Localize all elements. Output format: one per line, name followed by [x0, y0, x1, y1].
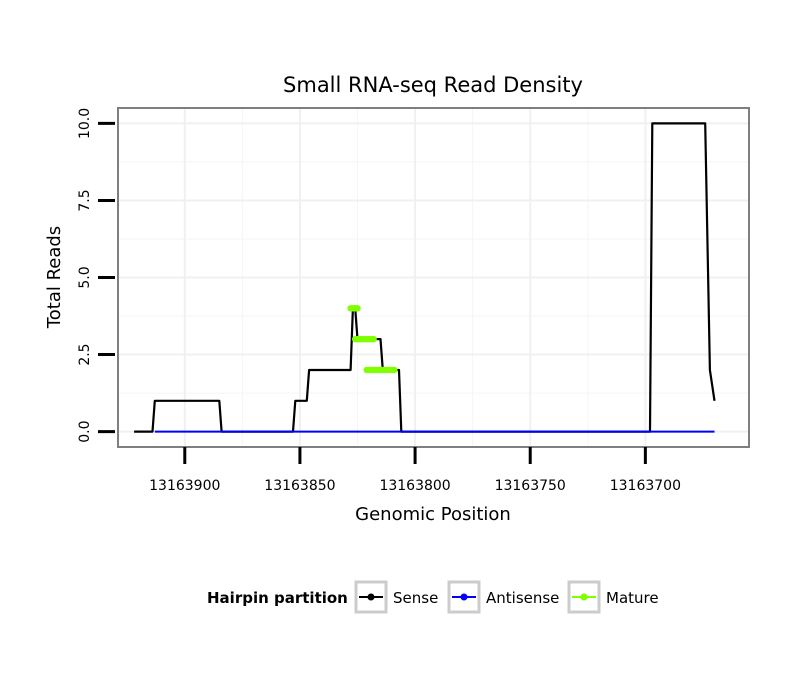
- legend: Hairpin partition Sense Antisense Mature: [207, 580, 659, 614]
- y-tick-label: 0.0: [77, 420, 93, 442]
- x-tick-label: 13163850: [264, 478, 335, 494]
- plot-border: [117, 107, 750, 448]
- y-axis-label: Total Reads: [44, 226, 65, 329]
- series-mature-point: [391, 366, 398, 374]
- legend-entry-label: Sense: [393, 589, 438, 607]
- legend-key-point: [580, 593, 588, 601]
- y-tick-label: 2.5: [77, 343, 93, 365]
- y-tick-label: 5.0: [77, 266, 93, 288]
- legend-entry-label: Mature: [606, 589, 659, 607]
- axes: 13163900 13163850 13163800 13163750 13163700…: [77, 108, 681, 494]
- legend-title: Hairpin partition: [207, 589, 348, 607]
- series-layer: [134, 122, 716, 433]
- x-axis-label: Genomic Position: [355, 504, 511, 525]
- legend-entry-label: Antisense: [486, 589, 559, 607]
- series-mature-point: [370, 335, 377, 343]
- y-tick-label: 7.5: [77, 189, 93, 211]
- legend-key-point: [367, 593, 375, 601]
- x-tick-label: 13163800: [379, 478, 450, 494]
- legend-key-point: [460, 593, 468, 601]
- x-tick-label: 13163750: [495, 478, 566, 494]
- x-tick-label: 13163700: [610, 478, 681, 494]
- series-mature-point: [354, 305, 361, 312]
- chart-title: Small RNA-seq Read Density: [283, 73, 583, 97]
- x-tick-label: 13163900: [149, 478, 220, 494]
- y-tick-label: 10.0: [77, 108, 93, 139]
